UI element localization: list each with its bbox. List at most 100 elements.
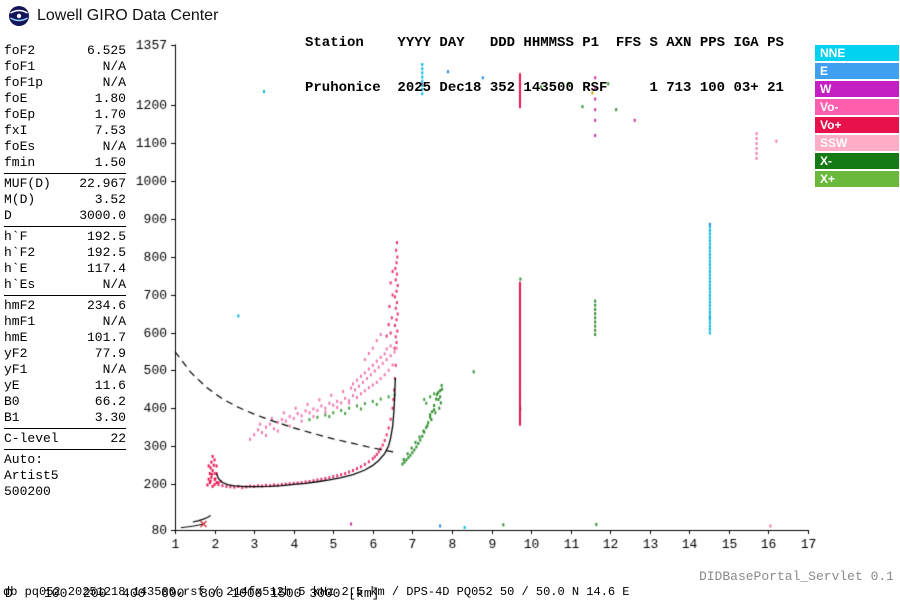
param-value: 1.50: [94, 155, 126, 170]
param-value: N/A: [102, 362, 126, 377]
parameter-panel: foF2 6.525 foF1 N/A foF1p N/A foE 1.80 foEp 1…: [4, 43, 126, 500]
param-value: 6.525: [86, 43, 126, 58]
legend-item-vo-minus: Vo-: [815, 99, 899, 115]
param-label: yE: [4, 378, 20, 393]
param-label: B1: [4, 410, 20, 425]
param-value: 1.70: [94, 107, 126, 122]
legend-label: X-: [820, 154, 832, 168]
param-label: B0: [4, 394, 20, 409]
brand: Lowell GIRO Data Center: [8, 5, 218, 27]
legend: NNE E W Vo- Vo+ SSW X- X+: [815, 45, 899, 189]
param-row-B1: B1 3.30: [4, 410, 126, 426]
servlet-version: DIDBasePortal_Servlet 0.1: [698, 569, 894, 584]
distance-muf-table: D 100 200 400 600 800 1000 1500 3000 [km…: [5, 556, 387, 600]
param-label: C-level: [4, 431, 59, 446]
legend-label: E: [820, 64, 829, 78]
legend-item-ssw: SSW: [815, 135, 899, 151]
param-label: fxI: [4, 123, 28, 138]
param-row-B0: B0 66.2: [4, 394, 126, 410]
autoscaler-version: 500200: [4, 484, 51, 499]
auto-label: Auto:: [4, 452, 44, 467]
param-value: N/A: [102, 277, 126, 292]
legend-label: SSW: [820, 136, 848, 150]
param-label: hmE: [4, 330, 28, 345]
param-row-c-level: C-level 22: [4, 431, 126, 447]
param-separator: [4, 226, 126, 227]
param-row-hmE: hmE 101.7: [4, 330, 126, 346]
param-value: 22: [110, 431, 126, 446]
param-row-yF2: yF2 77.9: [4, 346, 126, 362]
param-value: 66.2: [94, 394, 126, 409]
param-label: yF1: [4, 362, 28, 377]
param-row-foF1p: foF1p N/A: [4, 75, 126, 91]
param-row-md: M(D) 3.52: [4, 192, 126, 208]
param-label: hmF2: [4, 298, 36, 313]
param-label: h`F2: [4, 245, 36, 260]
station-header-line1: Station YYYY DAY DDD HHMMSS P1 FFS S AXN…: [305, 35, 784, 51]
param-row-d: D 3000.0: [4, 208, 126, 224]
param-value: 3.52: [94, 192, 126, 207]
param-value: 192.5: [86, 229, 126, 244]
param-separator: [4, 449, 126, 450]
param-row-hE: h`E 117.4: [4, 261, 126, 277]
param-label: h`Es: [4, 277, 36, 292]
legend-label: Vo+: [820, 118, 842, 132]
param-label: D: [4, 208, 12, 223]
param-label: hmF1: [4, 314, 36, 329]
param-label: foF1p: [4, 75, 44, 90]
param-row-foF1: foF1 N/A: [4, 59, 126, 75]
param-row-yF1: yF1 N/A: [4, 362, 126, 378]
param-value: 22.967: [79, 176, 126, 191]
param-value: 3.30: [94, 410, 126, 425]
legend-item-x-minus: X-: [815, 153, 899, 169]
param-row-hmF2: hmF2 234.6: [4, 298, 126, 314]
legend-item-w: W: [815, 81, 899, 97]
param-label: yF2: [4, 346, 28, 361]
legend-label: NNE: [820, 46, 846, 60]
param-row-mufd: MUF(D) 22.967: [4, 176, 126, 192]
param-value: 7.53: [94, 123, 126, 138]
param-value: 117.4: [86, 261, 126, 276]
legend-item-x-plus: X+: [815, 171, 899, 187]
param-value: 234.6: [86, 298, 126, 313]
legend-item-vo-plus: Vo+: [815, 117, 899, 133]
distance-row: D 100 200 400 600 800 1000 1500 3000 [km…: [5, 586, 380, 600]
legend-label: X+: [820, 172, 836, 186]
param-value: 1.80: [94, 91, 126, 106]
auto-scaling-block: Auto: Artist5 500200: [4, 452, 126, 500]
param-value: N/A: [102, 314, 126, 329]
param-label: h`F: [4, 229, 28, 244]
param-value: N/A: [102, 139, 126, 154]
param-row-foE: foE 1.80: [4, 91, 126, 107]
param-separator: [4, 295, 126, 296]
param-value: N/A: [102, 59, 126, 74]
param-row-hmF1: hmF1 N/A: [4, 314, 126, 330]
param-separator: [4, 428, 126, 429]
param-label: foEp: [4, 107, 36, 122]
autoscaler-name: Artist5: [4, 468, 59, 483]
legend-item-nne: NNE: [815, 45, 899, 61]
param-label: MUF(D): [4, 176, 51, 191]
legend-label: W: [820, 82, 832, 96]
param-label: foF2: [4, 43, 36, 58]
param-value: 101.7: [86, 330, 126, 345]
param-row-hEs: h`Es N/A: [4, 277, 126, 293]
param-value: N/A: [102, 75, 126, 90]
param-row-yE: yE 11.6: [4, 378, 126, 394]
param-row-hF2: h`F2 192.5: [4, 245, 126, 261]
param-label: foEs: [4, 139, 36, 154]
lowell-giro-logo-icon: [8, 5, 30, 27]
file-info: db pq052 20251218 143500.rsf / 214fx512h…: [3, 585, 630, 599]
param-label: M(D): [4, 192, 36, 207]
param-row-foF2: foF2 6.525: [4, 43, 126, 59]
param-row-fmin: fmin 1.50: [4, 155, 126, 171]
param-value: 77.9: [94, 346, 126, 361]
station-header: Station YYYY DAY DDD HHMMSS P1 FFS S AXN…: [305, 6, 784, 126]
param-label: foE: [4, 91, 28, 106]
param-row-foEp: foEp 1.70: [4, 107, 126, 123]
param-value: 192.5: [86, 245, 126, 260]
param-label: h`E: [4, 261, 28, 276]
param-value: 11.6: [94, 378, 126, 393]
